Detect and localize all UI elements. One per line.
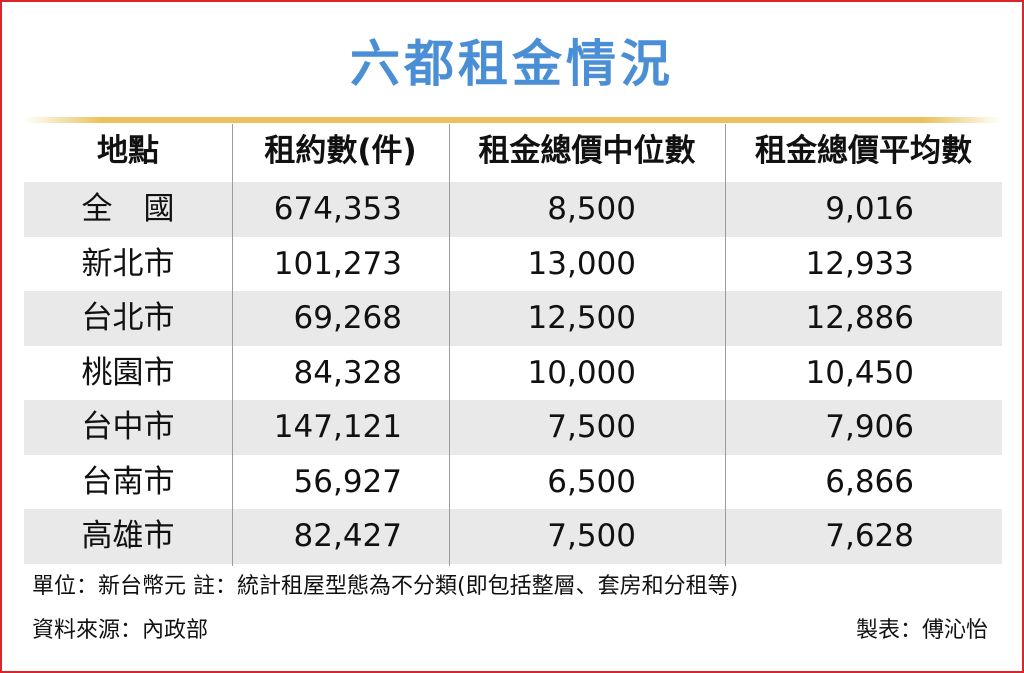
column-header-median: 租金總價中位數 — [478, 133, 696, 169]
contracts-cell: 674,353 — [273, 191, 402, 227]
mean-cell: 10,450 — [805, 355, 914, 391]
table-row: 高雄市 82,427 7,500 7,628 — [24, 509, 1002, 564]
contracts-cell: 82,427 — [293, 518, 402, 554]
mean-cell: 7,906 — [825, 409, 914, 445]
title-underline — [24, 117, 1002, 123]
median-cell: 10,000 — [527, 355, 636, 391]
data-source: 資料來源：內政部 — [32, 618, 209, 643]
median-cell: 7,500 — [547, 518, 636, 554]
contracts-cell: 101,273 — [273, 246, 402, 282]
mean-cell: 6,866 — [825, 464, 914, 500]
mean-cell: 7,628 — [825, 518, 914, 554]
location-cell: 台南市 — [81, 464, 175, 500]
mean-cell: 9,016 — [825, 191, 914, 227]
column-divider — [232, 124, 233, 566]
column-header-location: 地點 — [97, 133, 159, 169]
location-cell: 台中市 — [81, 409, 175, 445]
column-header-contracts: 租約數(件) — [264, 133, 417, 169]
contracts-cell: 69,268 — [293, 300, 402, 336]
location-cell: 高雄市 — [81, 518, 175, 554]
unit-note: 單位：新台幣元 註：統計租屋型態為不分類(即包括整層、套房和分租等) — [32, 574, 739, 599]
chart-title: 六都租金情況 — [350, 35, 674, 93]
location-cell: 全 國 — [81, 191, 175, 227]
contracts-cell: 147,121 — [273, 409, 402, 445]
mean-cell: 12,933 — [805, 246, 914, 282]
table-row: 台北市 69,268 12,500 12,886 — [24, 291, 1002, 346]
table-row: 台南市 56,927 6,500 6,866 — [24, 455, 1002, 510]
location-cell: 新北市 — [81, 246, 175, 282]
median-cell: 6,500 — [547, 464, 636, 500]
table-row: 全 國 674,353 8,500 9,016 — [24, 182, 1002, 237]
table-row: 新北市 101,273 13,000 12,933 — [24, 237, 1002, 292]
contracts-cell: 84,328 — [293, 355, 402, 391]
column-divider — [725, 124, 726, 566]
median-cell: 7,500 — [547, 409, 636, 445]
median-cell: 12,500 — [527, 300, 636, 336]
median-cell: 8,500 — [547, 191, 636, 227]
location-cell: 桃園市 — [81, 355, 175, 391]
table-header-row: 地點 租約數(件) 租金總價中位數 租金總價平均數 — [24, 124, 1002, 179]
contracts-cell: 56,927 — [293, 464, 402, 500]
column-divider — [449, 124, 450, 566]
table-row: 台中市 147,121 7,500 7,906 — [24, 400, 1002, 455]
chart-credit: 製表：傅沁怡 — [855, 618, 988, 643]
mean-cell: 12,886 — [805, 300, 914, 336]
median-cell: 13,000 — [527, 246, 636, 282]
column-header-mean: 租金總價平均數 — [755, 133, 972, 169]
location-cell: 台北市 — [81, 300, 175, 336]
table-row: 桃園市 84,328 10,000 10,450 — [24, 346, 1002, 401]
